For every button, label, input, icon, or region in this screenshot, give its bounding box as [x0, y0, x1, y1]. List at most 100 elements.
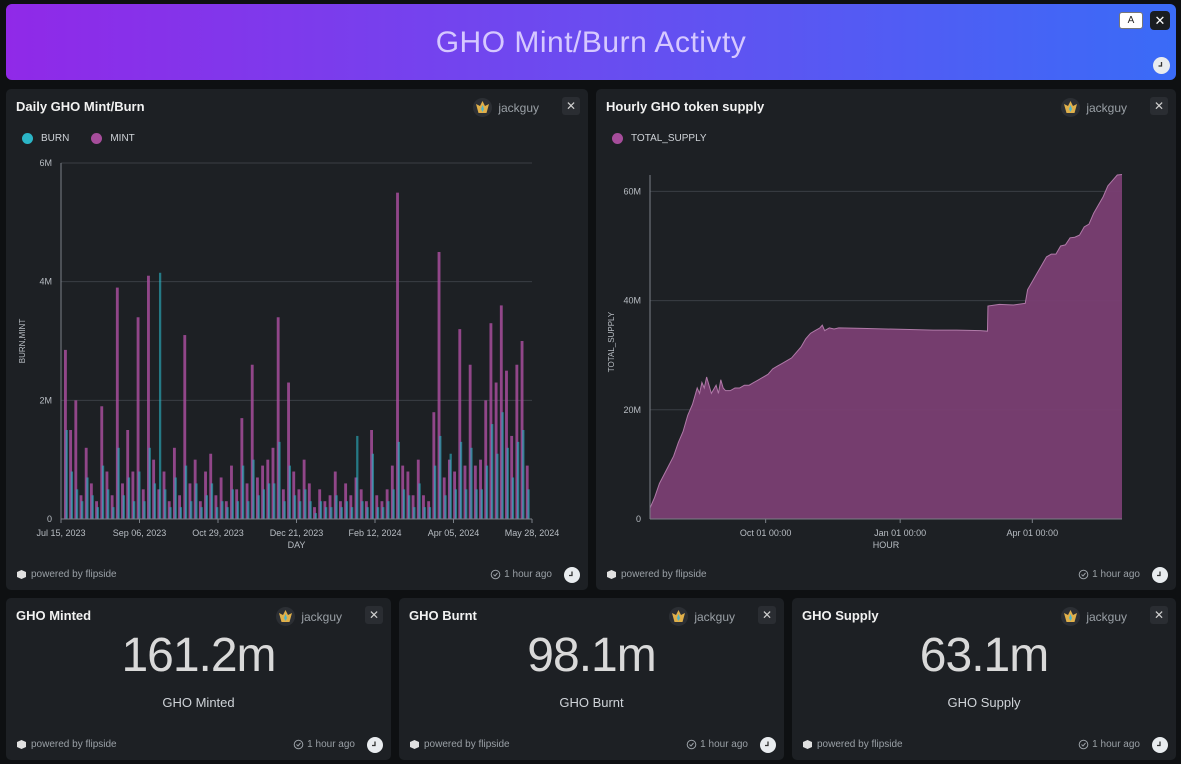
burn-bar	[299, 501, 302, 519]
burn-bar	[101, 465, 105, 519]
burn-bar	[278, 441, 281, 519]
author-name: jackguy	[694, 609, 735, 624]
burn-bar	[517, 441, 520, 519]
powered-by[interactable]: powered by flipside	[606, 569, 707, 580]
mint-bar	[261, 465, 265, 519]
chart-legend: TOTAL_SUPPLY	[612, 133, 707, 144]
card-close-button[interactable]: ✕	[365, 606, 383, 624]
burn-bar	[205, 495, 208, 519]
powered-by[interactable]: powered by flipside	[16, 739, 117, 750]
legend-item-total-supply[interactable]: TOTAL_SUPPLY	[612, 133, 707, 144]
burn-bar	[210, 483, 214, 519]
check-clock-icon	[1078, 739, 1089, 750]
powered-by[interactable]: powered by flipside	[802, 739, 903, 750]
stat-label: GHO Minted	[162, 695, 235, 710]
mint-bar	[494, 382, 498, 519]
mint-bar	[209, 453, 213, 519]
powered-by[interactable]: powered by flipside	[409, 739, 510, 750]
flipside-logo-icon	[803, 740, 812, 749]
mint-bar	[370, 430, 373, 519]
burn-bar	[496, 453, 499, 519]
card-author[interactable]: jackguy	[669, 607, 735, 626]
avatar	[276, 607, 296, 626]
burn-bar	[314, 513, 317, 519]
daily-bar-chart[interactable]: 0 2M 4M 6M Jul 15, 2023 Sep 06, 2023 Oct 29, 2…	[6, 89, 588, 559]
refresh-icon[interactable]	[564, 567, 580, 583]
card-author[interactable]: jackguy	[276, 607, 342, 626]
mint-bar	[126, 430, 130, 519]
stat-value: 98.1m	[527, 629, 656, 682]
legend-item-mint[interactable]: MINT	[91, 133, 135, 144]
burn-bar	[428, 507, 432, 519]
mint-bar	[245, 483, 249, 519]
updated-time: 1 hour ago	[686, 739, 748, 750]
burn-bar	[70, 471, 74, 519]
supply-line	[649, 173, 1123, 509]
mint-bar	[427, 501, 431, 519]
avatar	[1061, 98, 1081, 117]
burn-bar	[382, 507, 385, 519]
y-tick-label: 0	[47, 514, 52, 524]
burn-bar	[91, 495, 94, 519]
burn-bar	[236, 501, 240, 519]
burn-bar	[231, 489, 234, 519]
card-close-button[interactable]: ✕	[562, 97, 580, 115]
burn-bar	[361, 501, 364, 519]
x-axis-title: DAY	[288, 540, 306, 550]
burn-bar	[506, 447, 509, 519]
refresh-icon[interactable]	[367, 737, 383, 753]
refresh-icon[interactable]	[1152, 737, 1168, 753]
card-title: Hourly GHO token supply	[606, 99, 765, 114]
mint-bar	[380, 501, 384, 519]
burn-bar	[86, 477, 89, 519]
mint-bar	[219, 477, 223, 519]
mint-bar	[323, 501, 327, 519]
stat-label: GHO Supply	[947, 695, 1021, 710]
burn-bar	[511, 477, 515, 519]
powered-by[interactable]: powered by flipside	[16, 569, 117, 580]
mint-bar	[344, 483, 348, 519]
refresh-icon[interactable]	[760, 737, 776, 753]
gho-burnt-card: GHO Burnt jackguy ✕ 98.1m GHO Burnt powe…	[399, 598, 784, 760]
stat-label: GHO Burnt	[559, 695, 624, 710]
card-author[interactable]: jackguy	[1061, 98, 1127, 117]
burn-bar	[96, 507, 99, 519]
burn-bar	[413, 507, 416, 519]
hourly-area-chart[interactable]: 0 20M 40M 60M Oct 01 00:00 Jan 01 00:00 Apr 01…	[596, 89, 1176, 559]
mint-bar	[276, 317, 280, 519]
header-refresh-icon[interactable]	[1153, 57, 1170, 74]
mint-bar	[396, 192, 399, 519]
card-close-button[interactable]: ✕	[758, 606, 776, 624]
card-author[interactable]: jackguy	[473, 98, 539, 117]
burn-bar	[107, 489, 110, 519]
burn-bar	[491, 424, 494, 519]
burn-bar	[480, 489, 483, 519]
card-close-button[interactable]: ✕	[1150, 97, 1168, 115]
card-title: GHO Minted	[16, 608, 92, 623]
burn-bar	[75, 489, 79, 519]
burn-bar	[283, 501, 286, 519]
mint-bar	[287, 382, 290, 519]
mint-bar	[333, 471, 337, 519]
updated-time: 1 hour ago	[293, 739, 355, 750]
card-title: GHO Burnt	[409, 608, 477, 623]
burn-bar	[112, 507, 115, 519]
mint-bar	[406, 471, 410, 519]
card-title: Daily GHO Mint/Burn	[16, 99, 145, 114]
x-tick-label: Dec 21, 2023	[270, 528, 324, 538]
card-close-button[interactable]: ✕	[1150, 606, 1168, 624]
mint-bar	[204, 471, 207, 519]
avatar	[1061, 607, 1081, 626]
check-clock-icon	[293, 739, 304, 750]
card-author[interactable]: jackguy	[1061, 607, 1127, 626]
x-tick-label: Oct 29, 2023	[192, 528, 244, 538]
burn-bar	[522, 430, 525, 519]
legend-item-burn[interactable]: BURN	[22, 133, 69, 144]
updated-text: 1 hour ago	[1092, 739, 1140, 750]
burn-bar	[387, 501, 390, 519]
dashboard-header: GHO Mint/Burn Activty A ✕	[6, 4, 1176, 80]
font-toggle-button[interactable]: A	[1119, 12, 1143, 29]
refresh-icon[interactable]	[1152, 567, 1168, 583]
burn-bar	[252, 459, 255, 519]
header-close-button[interactable]: ✕	[1150, 11, 1170, 30]
